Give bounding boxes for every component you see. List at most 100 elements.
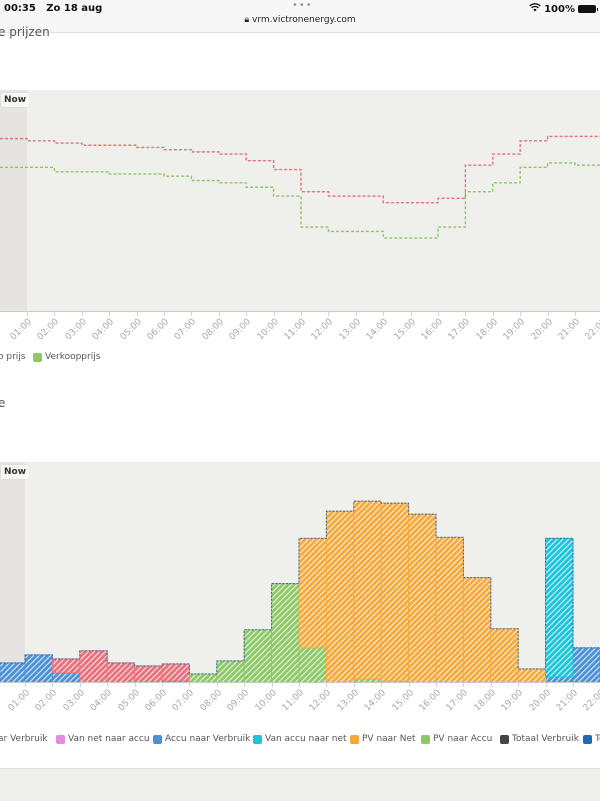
- price-legend: o prijs Verkoopprijs: [0, 352, 600, 366]
- x-tick: [438, 312, 439, 316]
- legend-item-sell-price[interactable]: Verkoopprijs: [33, 352, 100, 362]
- x-tick: [271, 683, 273, 687]
- energy-chart[interactable]: Now: [0, 462, 600, 683]
- now-shade: [0, 90, 27, 311]
- legend-item-battery-to-grid[interactable]: Van accu naar net: [253, 734, 347, 744]
- price-series-line: [0, 135, 600, 204]
- wifi-icon: [529, 3, 541, 15]
- legend-item-buy-price[interactable]: o prijs: [0, 352, 25, 362]
- x-tick: [410, 312, 412, 316]
- legend-swatch: [583, 734, 592, 744]
- page-footer: [0, 768, 600, 801]
- x-tick: [353, 683, 355, 687]
- legend-item-grid-to-consumption[interactable]: ar Verbruik: [0, 734, 48, 744]
- energy-chart-plot: [0, 462, 600, 683]
- x-tick: [575, 312, 576, 316]
- status-right: 100%: [529, 3, 598, 15]
- legend-item-total-consumption[interactable]: Totaal Verbruik: [500, 734, 579, 744]
- energy-bar-segment: [298, 647, 327, 683]
- price-x-axis: [0, 311, 600, 312]
- x-tick: [573, 683, 574, 687]
- legend-swatch: [500, 734, 509, 744]
- legend-label: Te: [595, 734, 600, 744]
- legend-label: Accu naar Verbruik: [165, 734, 251, 744]
- legend-label: Van net naar accu: [68, 734, 150, 744]
- now-shade: [0, 462, 25, 683]
- address-bar[interactable]: 🔒︎ vrm.victronenergy.com: [0, 15, 600, 25]
- legend-label: o prijs: [0, 352, 26, 362]
- energy-bar-segment: [572, 647, 600, 683]
- x-tick: [520, 312, 522, 316]
- x-tick: [109, 312, 111, 316]
- price-chart[interactable]: Now: [0, 90, 600, 311]
- x-tick: [27, 312, 28, 316]
- energy-bar-segment: [271, 583, 300, 683]
- legend-swatch: [421, 734, 430, 744]
- now-label: Now: [1, 465, 30, 479]
- x-tick: [246, 312, 248, 316]
- energy-bar-segment: [24, 654, 53, 683]
- energy-section-title: e: [0, 396, 6, 410]
- lock-icon: 🔒︎: [244, 15, 250, 25]
- energy-bar-segment: [106, 662, 135, 683]
- legend-label: ar Verbruik: [0, 734, 48, 744]
- x-tick: [299, 683, 300, 687]
- x-tick: [25, 683, 26, 687]
- x-tick: [191, 312, 193, 316]
- x-tick: [81, 312, 83, 316]
- x-tick: [383, 312, 385, 316]
- x-tick: [273, 312, 275, 316]
- x-tick: [490, 683, 492, 687]
- x-tick: [328, 312, 330, 316]
- energy-bar-segment: [380, 502, 410, 682]
- price-series-line: [0, 162, 600, 239]
- energy-bar-segment: [353, 500, 382, 680]
- energy-bar-segment: [408, 513, 437, 683]
- x-tick: [218, 312, 220, 316]
- x-tick: [381, 683, 383, 687]
- x-tick: [463, 683, 465, 687]
- energy-bar-segment: [0, 662, 26, 683]
- legend-item-truncated[interactable]: Te: [583, 734, 600, 744]
- energy-bar-segment: [517, 668, 547, 683]
- x-tick: [301, 312, 302, 316]
- legend-item-pv-to-grid[interactable]: PV naar Net: [350, 734, 416, 744]
- more-dots-icon[interactable]: •••: [292, 0, 313, 11]
- price-chart-plot: [0, 90, 600, 311]
- legend-swatch: [350, 734, 359, 744]
- x-tick: [326, 683, 328, 687]
- energy-bar-segment: [216, 660, 245, 683]
- legend-item-grid-to-battery[interactable]: Van net naar accu: [56, 734, 150, 744]
- x-tick: [518, 683, 520, 687]
- energy-legend: ar Verbruik Van net naar accu Accu naar …: [0, 734, 600, 748]
- legend-label: Van accu naar net: [265, 734, 347, 744]
- energy-bar-segment: [490, 628, 519, 683]
- x-tick: [52, 683, 54, 687]
- legend-item-pv-to-battery[interactable]: PV naar Accu: [421, 734, 492, 744]
- x-tick: [164, 312, 165, 316]
- x-tick: [54, 312, 56, 316]
- energy-bar-segment: [462, 577, 492, 683]
- x-tick: [136, 312, 138, 316]
- energy-bar-segment: [325, 510, 355, 683]
- legend-item-battery-to-consumption[interactable]: Accu naar Verbruik: [153, 734, 250, 744]
- x-tick: [79, 683, 81, 687]
- x-tick: [107, 683, 109, 687]
- energy-bar-segment: [435, 536, 464, 683]
- battery-icon: [578, 5, 598, 13]
- legend-swatch-green: [33, 352, 42, 362]
- energy-bar-segment: [243, 629, 272, 683]
- x-tick: [547, 312, 549, 316]
- legend-label: PV naar Accu: [433, 734, 493, 744]
- status-date: Zo 18 aug: [46, 3, 103, 14]
- energy-bar-segment: [161, 663, 190, 682]
- energy-bar-segment: [134, 665, 163, 683]
- x-tick: [436, 683, 437, 687]
- now-label: Now: [1, 93, 30, 107]
- x-tick: [134, 683, 136, 687]
- x-tick: [545, 683, 547, 687]
- energy-bar-segment: [298, 537, 327, 649]
- energy-bar-segment: [52, 658, 81, 674]
- status-bar: 00:35 Zo 18 aug ••• 🔒︎ vrm.victronenergy…: [0, 0, 600, 33]
- x-tick: [465, 312, 467, 316]
